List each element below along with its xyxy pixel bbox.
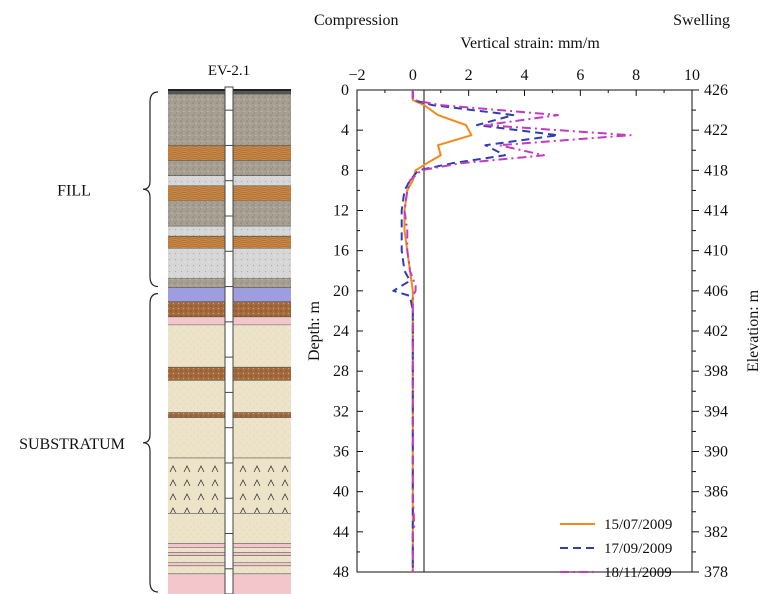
- y-tick-label: 20: [333, 283, 349, 300]
- y-tick-label: 12: [333, 203, 349, 220]
- legend: 15/07/2009 17/09/2009 18/11/2009: [560, 517, 672, 581]
- y2-tick-label: 378: [704, 564, 728, 581]
- compression-label: Compression: [314, 12, 398, 29]
- legend-label: 15/07/2009: [604, 517, 672, 533]
- y-tick-label: 0: [341, 82, 349, 99]
- y2-tick-label: 418: [704, 162, 728, 179]
- series-lines: [392, 90, 632, 572]
- y-tick-label: 48: [333, 564, 349, 581]
- y2-tick-label: 394: [704, 403, 728, 420]
- y-tick-label: 8: [341, 162, 349, 179]
- x-tick-label: 0: [409, 67, 417, 84]
- elevation-ticks: 426 422 418 414 410 406 402 398 394 390 386 382 378: [692, 82, 728, 581]
- series-line-3: [403, 90, 632, 572]
- x-axis-label: Vertical strain: mm/m: [460, 35, 600, 52]
- x-tick-label: 10: [684, 67, 700, 84]
- y2-tick-label: 414: [704, 203, 728, 220]
- x-tick-label: 6: [576, 67, 584, 84]
- y2-tick-label: 426: [704, 82, 728, 99]
- zone-label: SUBSTRATUM: [19, 436, 125, 453]
- legend-label: 17/09/2009: [604, 541, 672, 557]
- x-ticks: −2 0 2 4 6 8 10: [348, 67, 700, 96]
- legend-label: 18/11/2009: [604, 565, 672, 581]
- zone-labels: FILL SUBSTRATUM: [19, 91, 159, 593]
- y-tick-label: 44: [333, 524, 349, 541]
- y2-axis-label: Elevation: m: [745, 289, 762, 372]
- y2-tick-label: 422: [704, 122, 728, 139]
- y-axis-label: Depth: m: [306, 300, 323, 361]
- x-tick-label: −2: [348, 67, 365, 84]
- y-tick-label: 32: [333, 403, 349, 420]
- y2-tick-label: 410: [704, 243, 728, 260]
- zone-brace: [142, 293, 159, 593]
- y2-tick-label: 398: [704, 363, 728, 380]
- x-tick-label: 8: [632, 67, 640, 84]
- swelling-label: Swelling: [673, 12, 730, 29]
- y-tick-label: 24: [333, 323, 349, 340]
- y-tick-label: 36: [333, 444, 349, 461]
- y2-tick-label: 406: [704, 283, 728, 300]
- y-tick-label: 40: [333, 484, 349, 501]
- well-label: EV-2.1: [208, 63, 250, 79]
- y-tick-label: 4: [341, 122, 349, 139]
- zone-brace: [142, 91, 159, 288]
- y-tick-label: 28: [333, 363, 349, 380]
- y2-tick-label: 402: [704, 323, 728, 340]
- soil-column: [168, 86, 291, 594]
- borehole-casing: [224, 86, 234, 594]
- series-line-2: [392, 90, 559, 572]
- x-tick-label: 2: [465, 67, 473, 84]
- y2-tick-label: 386: [704, 484, 728, 501]
- plot-frame: [356, 89, 693, 573]
- y2-tick-label: 390: [704, 444, 728, 461]
- x-tick-label: 4: [521, 67, 529, 84]
- zone-label: FILL: [57, 182, 91, 199]
- y2-tick-label: 382: [704, 524, 728, 541]
- y-tick-label: 16: [333, 243, 349, 260]
